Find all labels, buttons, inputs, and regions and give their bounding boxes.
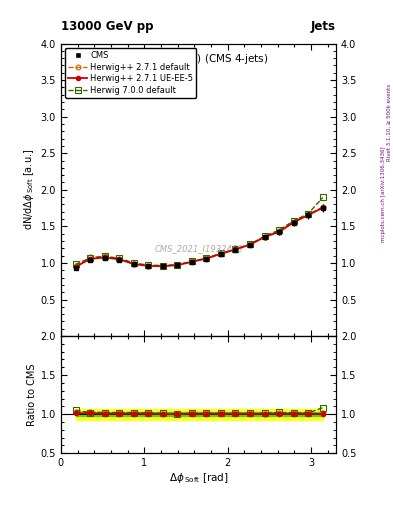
- X-axis label: $\Delta\phi_{\rm\,Soft}$ [rad]: $\Delta\phi_{\rm\,Soft}$ [rad]: [169, 471, 228, 485]
- Text: Rivet 3.1.10, ≥ 500k events: Rivet 3.1.10, ≥ 500k events: [387, 84, 391, 161]
- Y-axis label: dN/d$\Delta\phi_{\rm\,Soft}$ [a.u.]: dN/d$\Delta\phi_{\rm\,Soft}$ [a.u.]: [22, 149, 37, 230]
- Y-axis label: Ratio to CMS: Ratio to CMS: [26, 364, 37, 426]
- Text: CMS_2021_I1932460: CMS_2021_I1932460: [154, 244, 243, 253]
- Legend: CMS, Herwig++ 2.7.1 default, Herwig++ 2.7.1 UE-EE-5, Herwig 7.0.0 default: CMS, Herwig++ 2.7.1 default, Herwig++ 2.…: [65, 48, 196, 98]
- Text: mcplots.cern.ch [arXiv:1306.3436]: mcplots.cern.ch [arXiv:1306.3436]: [381, 147, 386, 242]
- Text: Jets: Jets: [311, 20, 336, 33]
- Text: 13000 GeV pp: 13000 GeV pp: [61, 20, 153, 33]
- Text: $\Delta\phi$(jj) (CMS 4-jets): $\Delta\phi$(jj) (CMS 4-jets): [173, 52, 268, 66]
